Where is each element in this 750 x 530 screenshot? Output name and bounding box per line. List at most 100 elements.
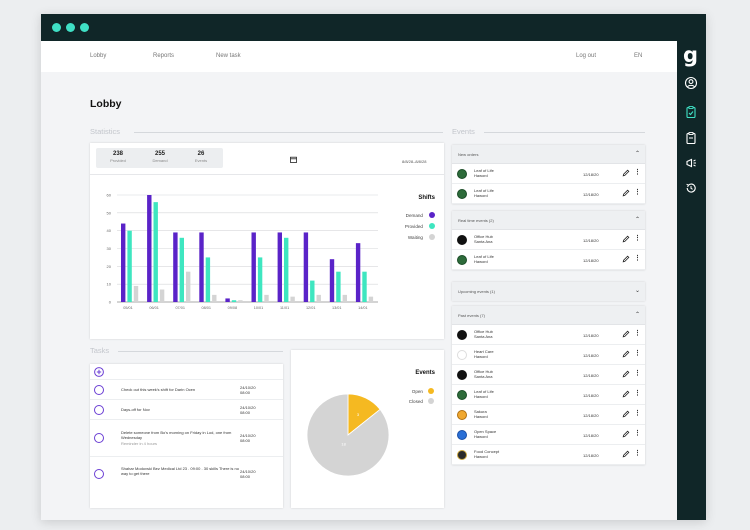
right-sidebar: g (677, 41, 706, 520)
event-group-header[interactable]: Real time events (2) ⌃ (452, 211, 645, 230)
more-options-icon[interactable]: ⋮ (634, 350, 641, 357)
edit-pencil-icon[interactable] (622, 189, 630, 197)
event-row[interactable]: Leaf of Life Haword 12/18/20 ⋮ (452, 164, 645, 184)
more-options-icon[interactable]: ⋮ (634, 330, 641, 337)
chevron-up-icon[interactable]: ⌃ (634, 217, 640, 223)
task-row[interactable]: Delete someone from Bo's morning on Frid… (90, 420, 283, 457)
event-group-header[interactable]: New orders ⌃ (452, 145, 645, 164)
event-row[interactable]: Open Space Haword 12/18/20 ⋮ (452, 425, 645, 445)
edit-pencil-icon[interactable] (622, 410, 630, 418)
x-tick-label: 12/01 (306, 306, 316, 310)
nav-reports[interactable]: Reports (153, 53, 175, 59)
edit-pencil-icon[interactable] (622, 235, 630, 243)
event-name: Office Hub Santa Ana (474, 234, 493, 244)
edit-pencil-icon[interactable] (622, 390, 630, 398)
legend-label: Waiting (408, 235, 424, 240)
bar-demand (303, 232, 309, 302)
edit-pencil-icon[interactable] (622, 350, 630, 358)
task-checkbox[interactable] (94, 433, 104, 443)
clipboard-icon[interactable] (684, 131, 698, 145)
edit-pencil-icon[interactable] (622, 255, 630, 263)
window-dot-icon[interactable] (52, 23, 61, 32)
legend-label: Closed (409, 399, 424, 404)
more-options-icon[interactable]: ⋮ (634, 410, 641, 417)
legend-swatch (429, 234, 435, 240)
task-checkbox[interactable] (94, 405, 104, 415)
edit-pencil-icon[interactable] (622, 450, 630, 458)
more-options-icon[interactable]: ⋮ (634, 189, 641, 196)
y-tick-label: 0 (109, 300, 112, 305)
bar-demand (173, 232, 178, 302)
nav-new-task[interactable]: New task (216, 53, 241, 59)
bar-demand (277, 232, 282, 302)
bar-provided (362, 271, 367, 302)
task-row[interactable]: Shahar Modovski Bez Medical Ltd 23 . 09:… (90, 457, 283, 490)
calendar-icon[interactable] (290, 156, 297, 163)
tasks-header (90, 364, 283, 380)
office-logo-icon (457, 235, 467, 245)
task-checkbox[interactable] (94, 469, 104, 479)
event-group-header[interactable]: Past events (7) ⌃ (452, 306, 645, 325)
event-group-header[interactable]: Upcoming events (1) ⌄ (452, 282, 645, 301)
edit-pencil-icon[interactable] (622, 370, 630, 378)
window-dot-icon[interactable] (66, 23, 75, 32)
event-location: Santa Ana (474, 239, 493, 244)
edit-pencil-icon[interactable] (622, 430, 630, 438)
event-location: Santa Ana (474, 334, 493, 339)
event-row[interactable]: Office Hub Santa Ana 12/18/20 ⋮ (452, 365, 645, 385)
legend-label: Open (412, 389, 424, 394)
event-row[interactable]: Sakura Haword 12/18/20 ⋮ (452, 405, 645, 425)
space-logo-icon (457, 430, 467, 440)
edit-pencil-icon[interactable] (622, 330, 630, 338)
edit-pencil-icon[interactable] (622, 169, 630, 177)
top-nav: Lobby Reports New task Log out EN (41, 41, 677, 72)
more-options-icon[interactable]: ⋮ (634, 255, 641, 262)
task-row[interactable]: Days-off for Nov 24/10/20 08:00 (90, 400, 283, 420)
event-group-title: Real time events (2) (458, 218, 494, 223)
more-options-icon[interactable]: ⋮ (634, 390, 641, 397)
event-row[interactable]: Leaf of Life Haword 12/18/20 ⋮ (452, 184, 645, 204)
task-checkbox[interactable] (94, 385, 104, 395)
event-group: Upcoming events (1) ⌄ (452, 282, 645, 301)
events-pie-chart: 3 18 Events Open Closed (306, 370, 436, 477)
pie-data-label: 3 (357, 412, 360, 417)
history-icon[interactable] (684, 181, 698, 195)
nav-lobby[interactable]: Lobby (90, 53, 107, 59)
megaphone-icon[interactable] (684, 156, 698, 170)
event-row[interactable]: Leaf of Life Haword 12/18/20 ⋮ (452, 385, 645, 405)
more-options-icon[interactable]: ⋮ (634, 169, 641, 176)
y-tick-label: 30 (107, 246, 112, 251)
user-circle-icon[interactable] (684, 76, 698, 90)
nav-language[interactable]: EN (634, 53, 643, 59)
window-dot-icon[interactable] (80, 23, 89, 32)
chevron-down-icon[interactable]: ⌄ (634, 288, 640, 294)
more-options-icon[interactable]: ⋮ (634, 450, 641, 457)
event-title: Leaf of Life (474, 168, 494, 173)
nav-logout[interactable]: Log out (576, 53, 597, 59)
add-task-icon[interactable] (94, 367, 104, 377)
clipboard-check-icon[interactable] (684, 105, 698, 119)
stat-value: 238 (112, 151, 123, 157)
chevron-up-icon[interactable]: ⌃ (634, 312, 640, 318)
task-row[interactable]: Check out this week's shift for Darin Oc… (90, 380, 283, 400)
more-options-icon[interactable]: ⋮ (634, 370, 641, 377)
event-row[interactable]: Leaf of Life Haword 12/18/20 ⋮ (452, 250, 645, 270)
event-row[interactable]: Food Concept Haword 12/18/20 ⋮ (452, 445, 645, 465)
bar-waiting (238, 300, 243, 302)
brand-logo[interactable]: g (683, 43, 699, 67)
more-options-icon[interactable]: ⋮ (634, 235, 641, 242)
x-tick-label: 11/01 (280, 306, 289, 310)
event-location: Haword (474, 354, 488, 359)
stat-label: Provided (110, 158, 126, 163)
event-location: Haword (474, 454, 488, 459)
event-location: Haword (474, 434, 488, 439)
event-row[interactable]: Heart Care Haword 12/18/20 ⋮ (452, 345, 645, 365)
stat-events: 26 Events (181, 151, 221, 163)
event-row[interactable]: Office Hub Santa Ana 12/18/20 ⋮ (452, 230, 645, 250)
bar-waiting (133, 285, 139, 302)
task-text: Shahar Modovski Bez Medical Ltd 23 . 09:… (121, 466, 239, 476)
more-options-icon[interactable]: ⋮ (634, 430, 641, 437)
event-row[interactable]: Office Hub Santa Ana 12/18/20 ⋮ (452, 325, 645, 345)
chevron-up-icon[interactable]: ⌃ (634, 151, 640, 157)
date-range[interactable]: 8/8/28–8/8/28 (402, 159, 427, 164)
